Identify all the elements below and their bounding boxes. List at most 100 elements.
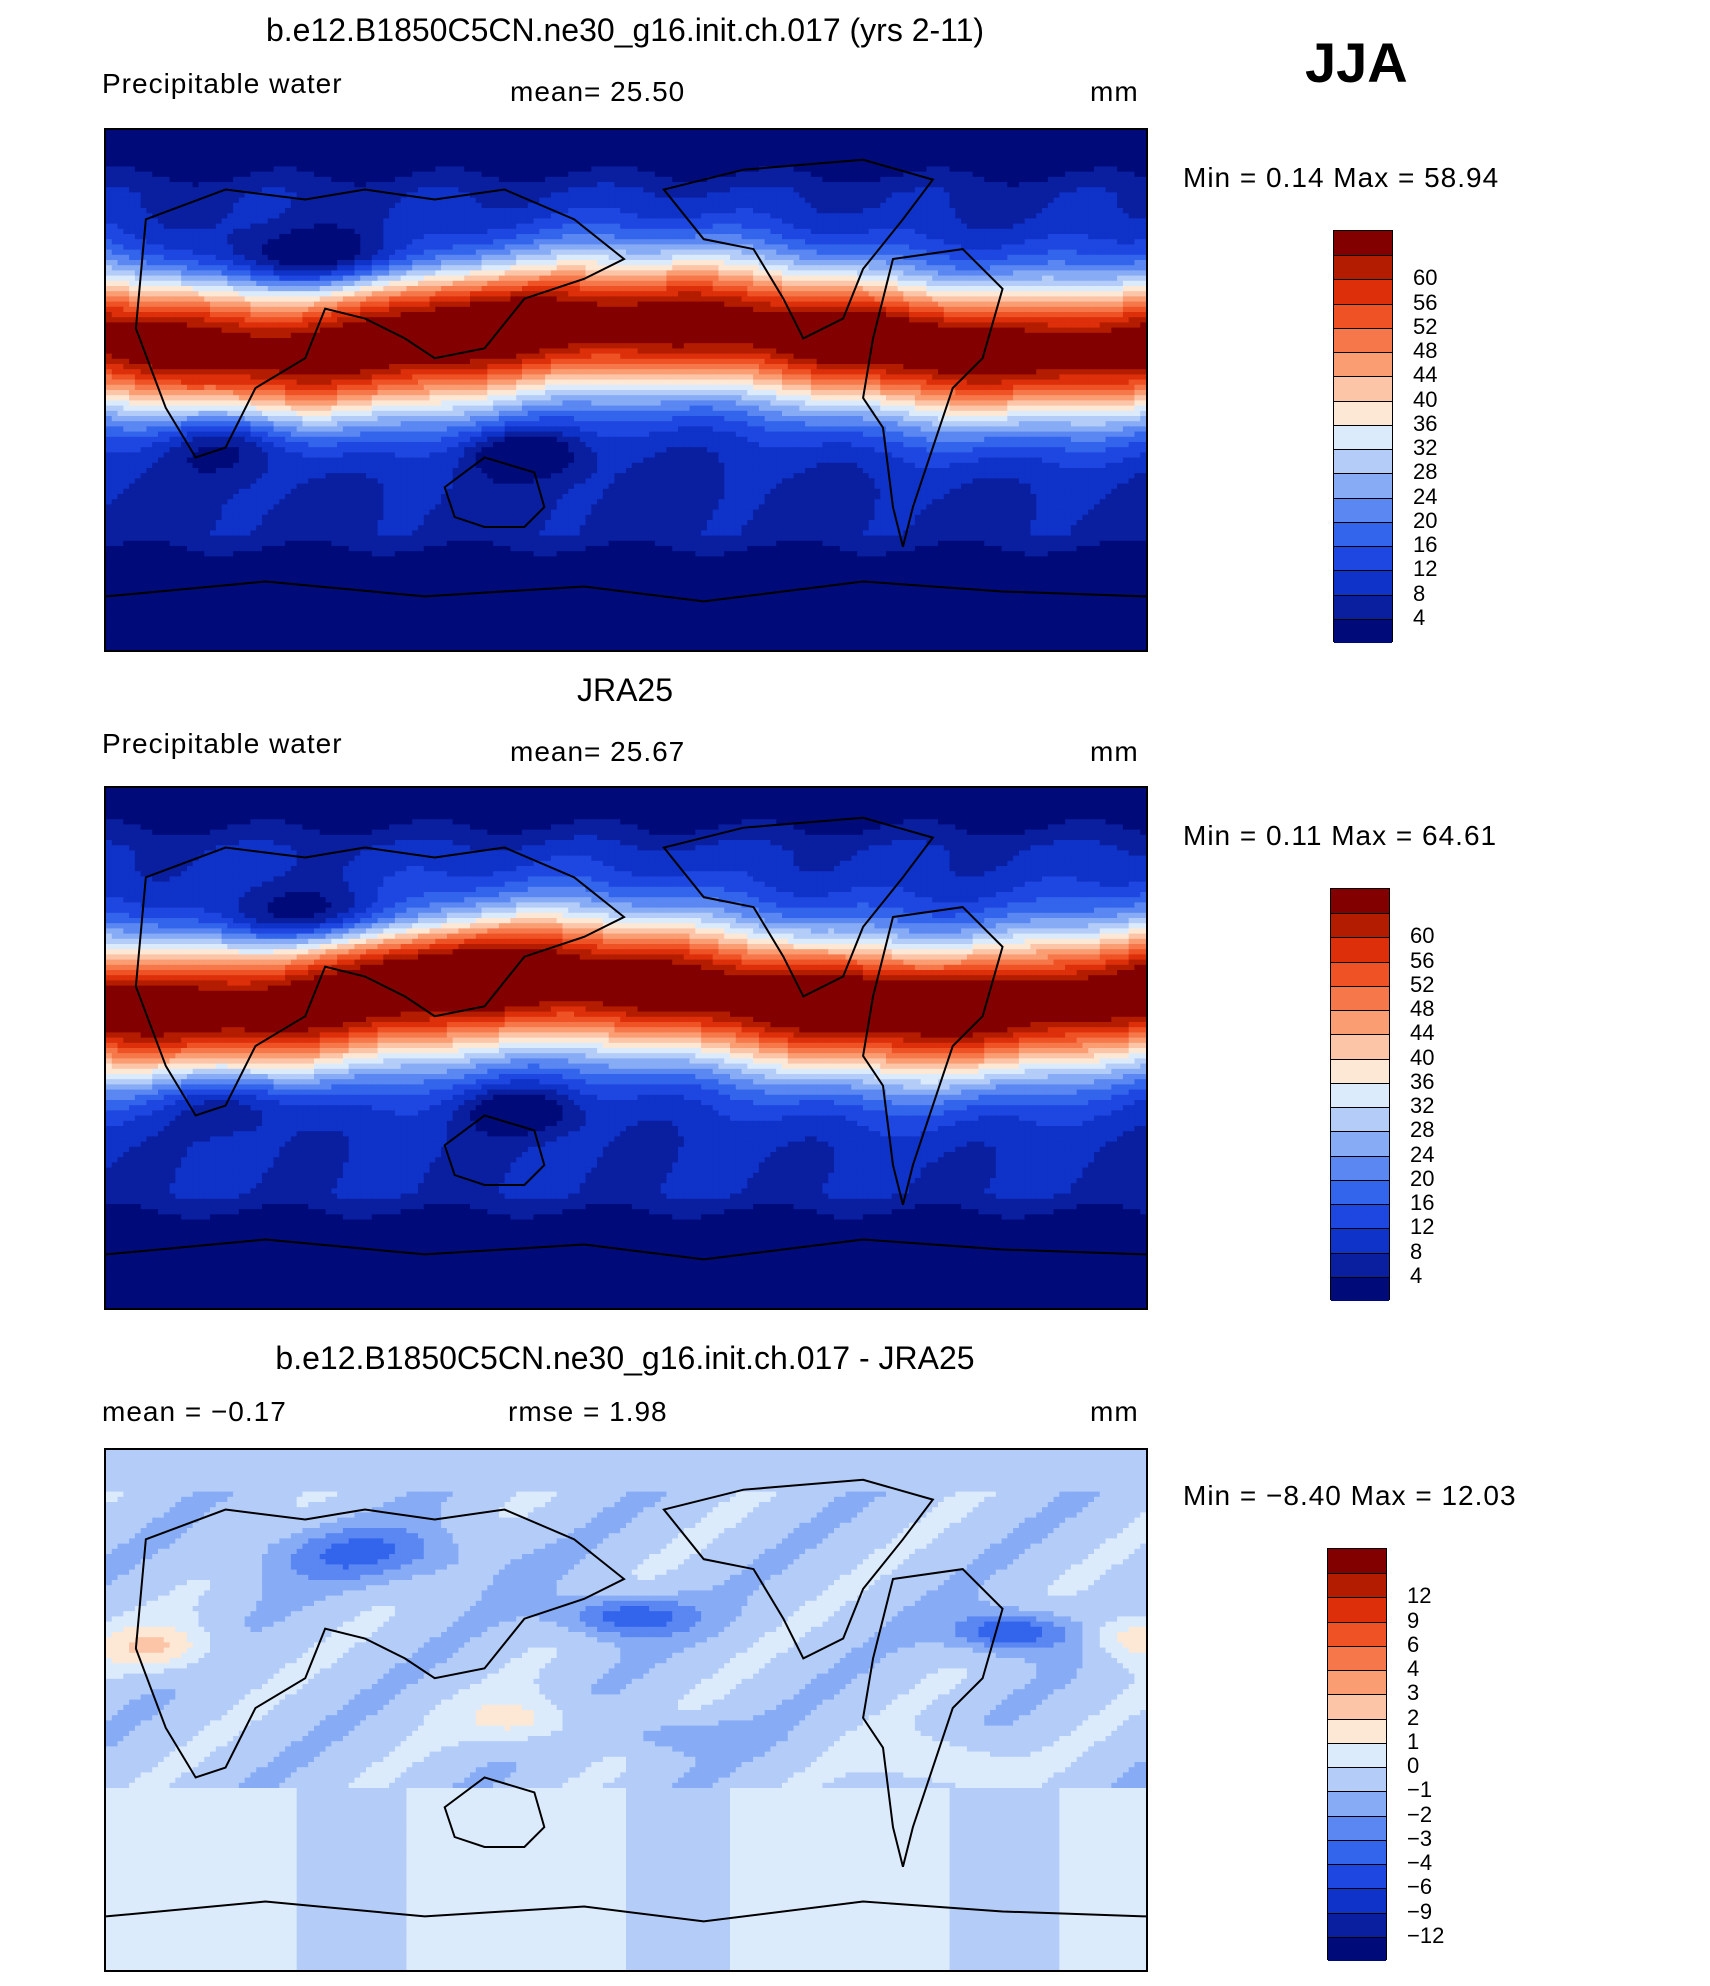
units-label: mm [1090,76,1139,108]
colorbar-tick-label: 0 [1407,1753,1419,1779]
colorbar-tick-label: 52 [1413,314,1437,340]
colorbar-tick-label: 40 [1410,1045,1434,1071]
colorbar-swatch [1328,1597,1386,1622]
colorbar-tick-label: 28 [1410,1117,1434,1143]
mean-label: mean= 25.67 [510,736,685,768]
colorbar-swatch [1331,1179,1389,1205]
colorbar-swatch [1331,1155,1389,1180]
variable-label: Precipitable water [102,728,343,760]
colorbar-swatch [1328,1912,1386,1937]
colorbar-swatch [1334,521,1392,547]
colorbar-tick-label: 12 [1407,1583,1431,1609]
variable-label: Precipitable water [102,68,343,100]
colorbar-tick-label: 32 [1410,1093,1434,1119]
colorbar-tick-label: 56 [1410,948,1434,974]
colorbar-tick-label: 2 [1407,1705,1419,1731]
colorbar-swatch [1331,1252,1389,1277]
panel-title: b.e12.B1850C5CN.ne30_g16.init.ch.017 (yr… [0,12,1250,49]
colorbar-swatch [1331,889,1389,914]
colorbar-diff [1327,1548,1387,1961]
colorbar-tick-label: 44 [1410,1020,1434,1046]
colorbar-tick-label: 8 [1413,581,1425,607]
colorbar-swatch [1331,937,1389,962]
colorbar-tick-label: 24 [1410,1142,1434,1168]
colorbar-swatch [1331,1228,1389,1253]
colorbar-swatch [1331,913,1389,938]
colorbar-tick-label: 20 [1413,508,1437,534]
colorbar-swatch [1331,1082,1389,1108]
units-label: mm [1090,1396,1139,1428]
colorbar-tick-label: 36 [1410,1069,1434,1095]
colorbar-swatch [1334,546,1392,571]
colorbar-tick-label: 20 [1410,1166,1434,1192]
colorbar-tick-label: 40 [1413,387,1437,413]
colorbar-swatch [1328,1549,1386,1574]
colorbar-tick-label: 4 [1410,1263,1422,1289]
colorbar-tick-label: 12 [1410,1214,1434,1240]
colorbar-tick-label: −3 [1407,1826,1432,1852]
colorbar-tick-label: 16 [1413,532,1437,558]
colorbar-swatch [1331,1107,1389,1132]
colorbar-swatch [1334,594,1392,619]
colorbar-swatch [1328,1718,1386,1743]
colorbar-tick-label: 32 [1413,435,1437,461]
colorbar-swatch [1334,327,1392,353]
colorbar-tick-label: −9 [1407,1899,1432,1925]
map-obs-field [106,788,1146,1308]
colorbar-swatch [1328,1573,1386,1598]
colorbar-tick-label: −6 [1407,1874,1432,1900]
colorbar-swatch [1328,1767,1386,1792]
colorbar-swatch [1334,424,1392,450]
rmse-label: rmse = 1.98 [508,1396,668,1428]
colorbar-tick-label: 48 [1410,996,1434,1022]
colorbar-tick-label: −4 [1407,1850,1432,1876]
colorbar-tick-label: 16 [1410,1190,1434,1216]
colorbar-tick-label: 28 [1413,459,1437,485]
minmax-label: Min = 0.14 Max = 58.94 [1183,162,1499,194]
colorbar-swatch [1334,231,1392,256]
colorbar-tick-label: 60 [1413,265,1437,291]
colorbar-swatch [1334,497,1392,522]
colorbar-tick-label: 9 [1407,1608,1419,1634]
colorbar-swatch [1331,1034,1389,1059]
colorbar-tick-label: 48 [1413,338,1437,364]
map-model [104,128,1148,652]
map-diff [104,1448,1148,1972]
colorbar-tick-label: 1 [1407,1729,1419,1755]
colorbar-swatch [1334,303,1392,328]
colorbar-swatch [1328,1791,1386,1816]
colorbar-tick-label: 4 [1407,1656,1419,1682]
colorbar-swatch [1334,570,1392,595]
map-obs [104,786,1148,1310]
colorbar-tick-label: 56 [1413,290,1437,316]
map-model-field [106,130,1146,650]
colorbar-swatch [1328,1864,1386,1889]
colorbar-tick-label: 44 [1413,362,1437,388]
colorbar-tick-label: 4 [1413,605,1425,631]
minmax-label: Min = −8.40 Max = 12.03 [1183,1480,1517,1512]
colorbar-swatch [1328,1888,1386,1913]
season-label: JJA [1305,30,1408,95]
colorbar-swatch [1334,473,1392,498]
colorbar-swatch [1331,1058,1389,1083]
colorbar-swatch [1334,400,1392,425]
colorbar-tick-label: 36 [1413,411,1437,437]
colorbar-swatch [1334,255,1392,280]
colorbar-tick-label: −12 [1407,1923,1444,1949]
colorbar-swatch [1334,279,1392,304]
panel-title: JRA25 [0,672,1250,709]
colorbar-swatch [1331,1010,1389,1035]
colorbar-swatch [1328,1621,1386,1646]
colorbar-swatch [1328,1936,1386,1961]
colorbar-swatch [1334,618,1392,643]
colorbar-swatch [1328,1742,1386,1768]
colorbar-swatch [1328,1815,1386,1840]
colorbar-tick-label: 60 [1410,923,1434,949]
colorbar-swatch [1334,449,1392,474]
colorbar-tick-label: 8 [1410,1239,1422,1265]
colorbar-tick-label: 3 [1407,1680,1419,1706]
panel-title: b.e12.B1850C5CN.ne30_g16.init.ch.017 - J… [0,1340,1250,1377]
map-diff-field [106,1450,1146,1970]
colorbar-swatch [1331,1276,1389,1301]
colorbar-swatch [1328,1670,1386,1695]
